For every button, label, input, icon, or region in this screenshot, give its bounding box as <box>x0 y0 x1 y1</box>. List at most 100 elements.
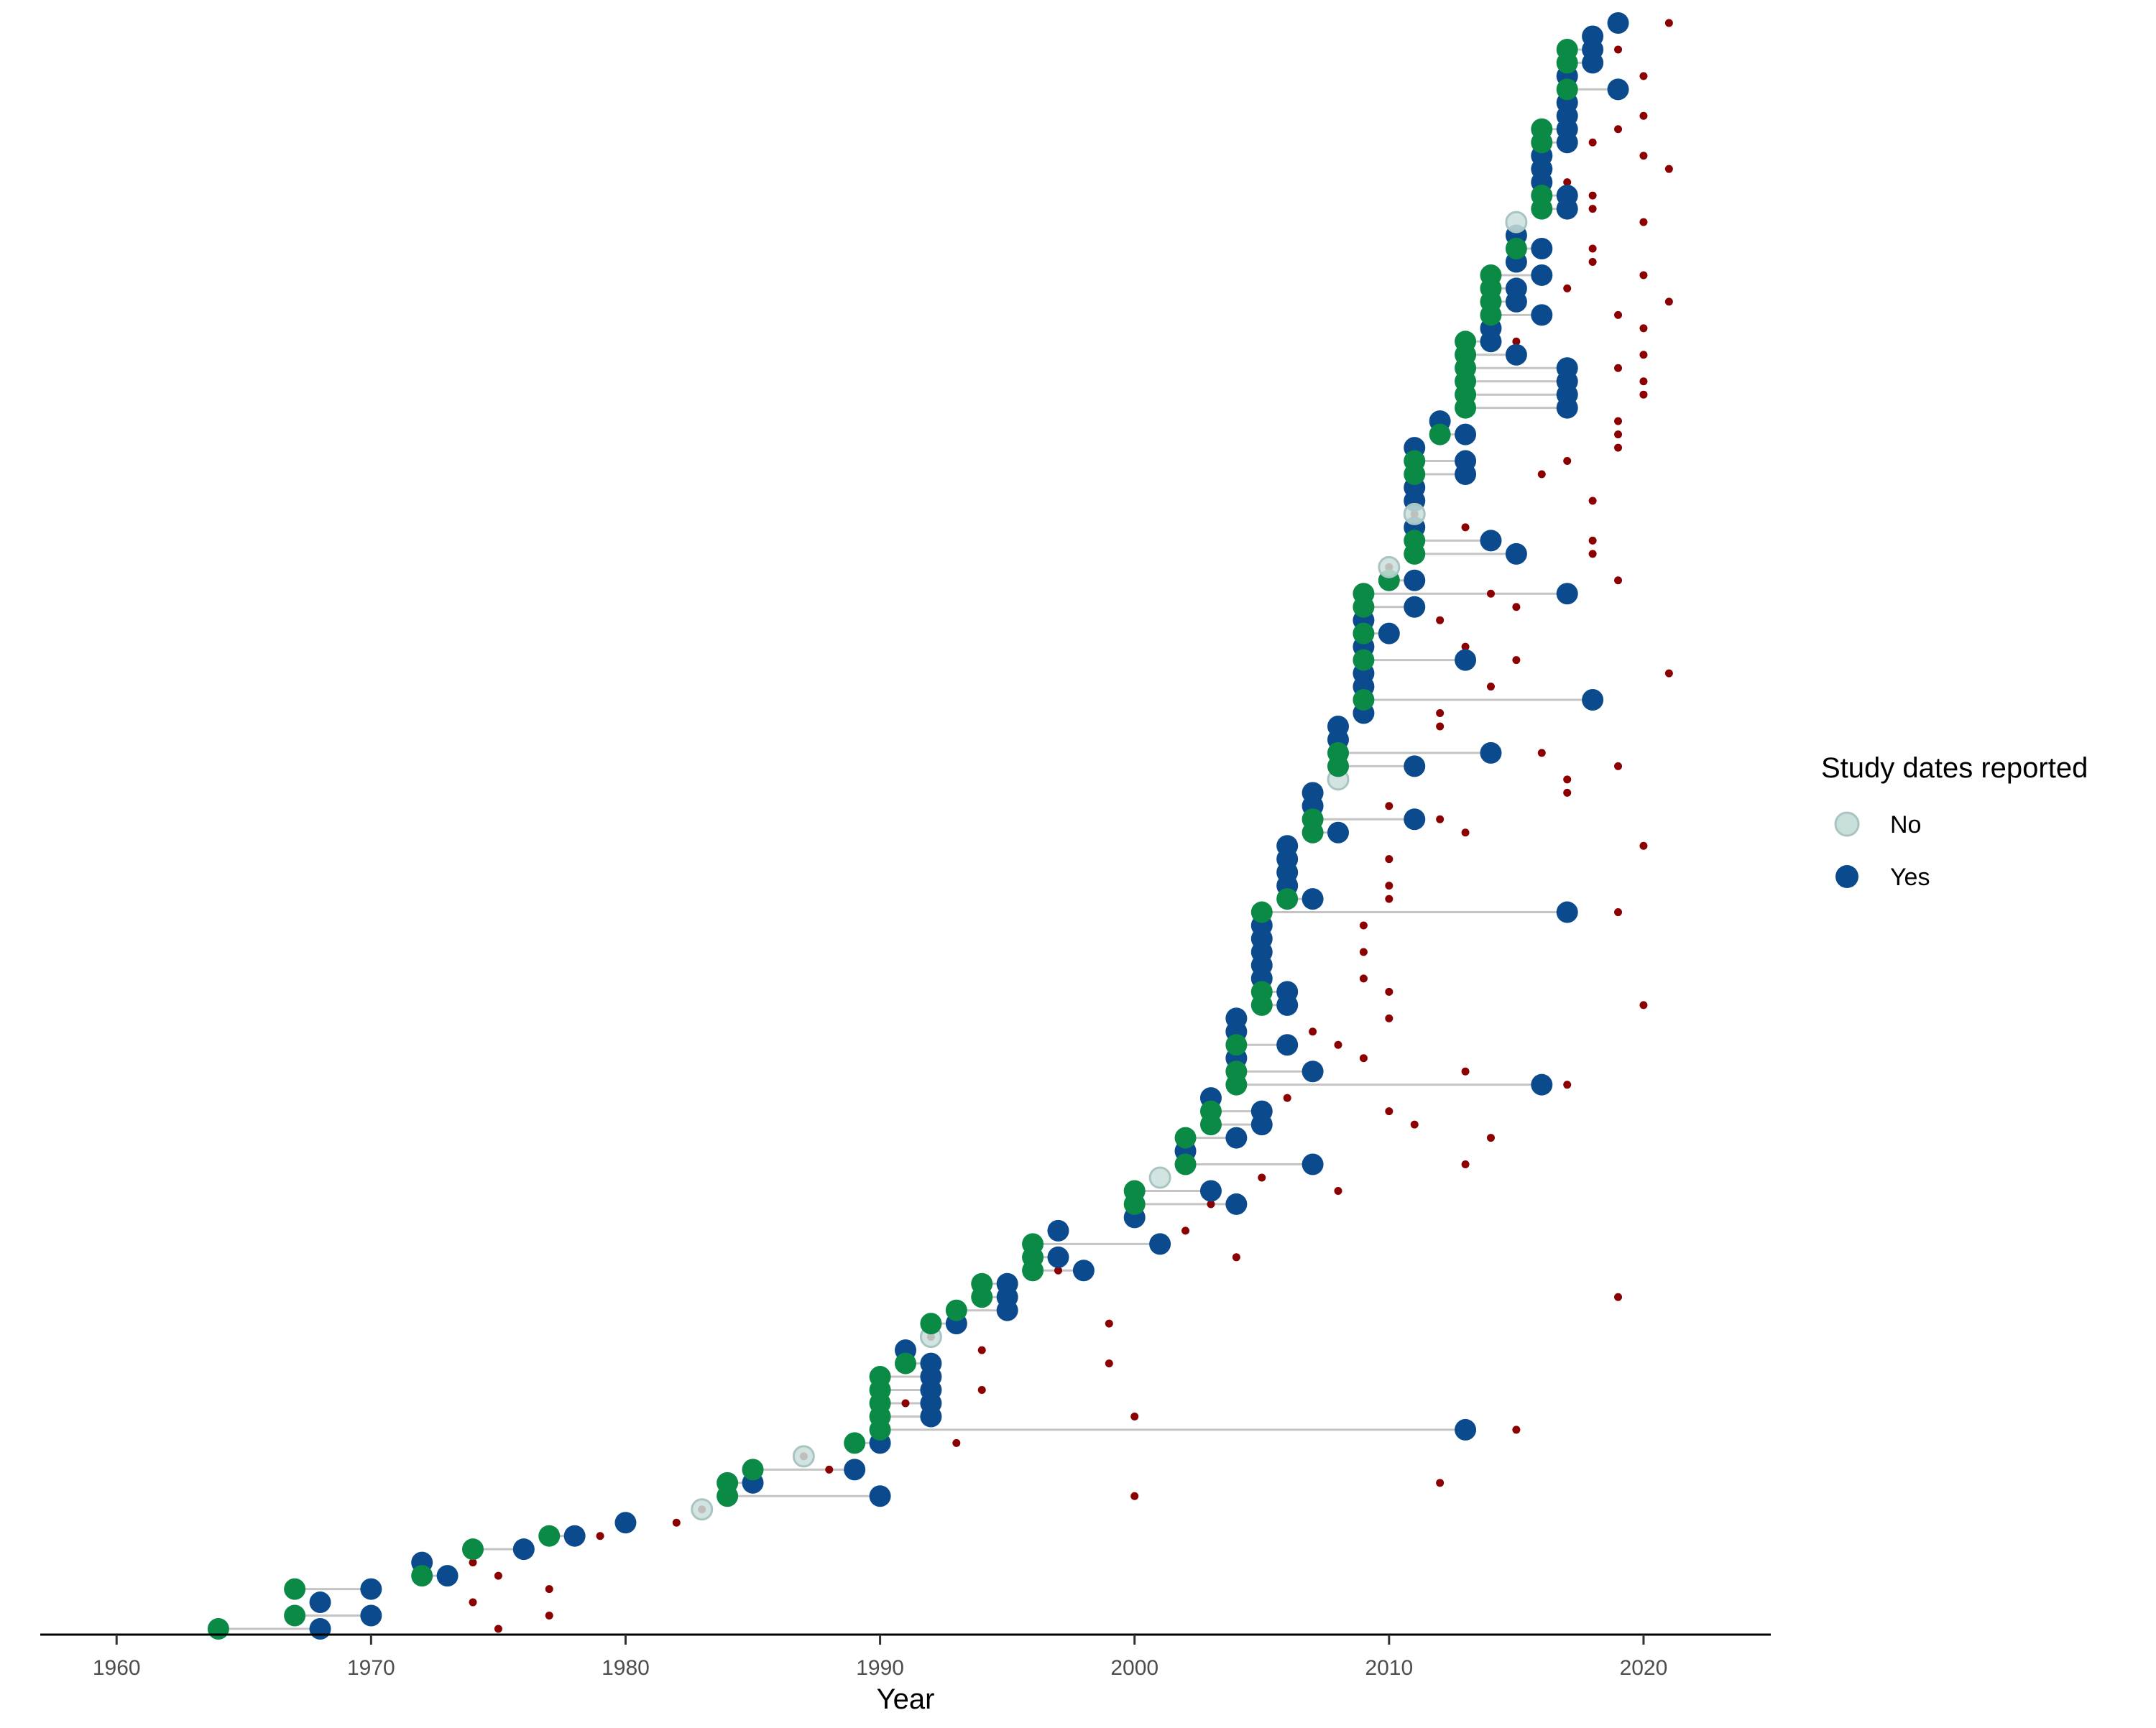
publication-marker <box>545 1612 553 1620</box>
study-start-point <box>1455 331 1477 353</box>
publication-marker <box>1664 669 1673 678</box>
publication-marker <box>1105 1319 1113 1328</box>
x-tick-label: 1970 <box>347 1656 395 1680</box>
publication-marker <box>596 1532 604 1540</box>
study-start-point <box>462 1538 484 1561</box>
publication-marker <box>1334 1186 1342 1195</box>
study-start-point <box>1276 888 1299 910</box>
publication-marker <box>1639 111 1648 120</box>
study-end-point <box>1302 888 1324 910</box>
publication-marker <box>1486 1134 1495 1142</box>
study-end-point <box>1607 78 1629 101</box>
study-start-point <box>1353 689 1375 711</box>
publication-marker <box>1461 1160 1470 1169</box>
x-tick-label: 2000 <box>1110 1656 1158 1680</box>
publication-marker <box>1486 683 1495 691</box>
x-tick-label: 1960 <box>93 1656 141 1680</box>
study-start-point <box>895 1352 916 1374</box>
publication-marker <box>1563 457 1572 466</box>
publication-marker <box>952 1438 961 1447</box>
study-end-point <box>1455 450 1477 472</box>
plot-area <box>207 12 1673 1640</box>
study-point-no <box>792 1445 815 1468</box>
study-end-point <box>1556 901 1578 923</box>
publication-marker <box>1563 178 1572 187</box>
publication-marker <box>1181 1226 1190 1235</box>
publication-marker <box>469 1598 477 1607</box>
publication-marker <box>1385 1107 1393 1116</box>
study-end-point <box>563 1525 586 1547</box>
publication-marker <box>1614 310 1623 319</box>
publication-marker <box>1588 244 1597 253</box>
study-end-point <box>360 1604 382 1627</box>
publication-marker <box>1588 191 1597 200</box>
study-start-point <box>1404 450 1426 472</box>
x-tick-label: 2010 <box>1365 1656 1413 1680</box>
publication-marker <box>1563 284 1572 292</box>
study-start-point <box>1531 185 1553 207</box>
x-tick-label: 2020 <box>1620 1656 1668 1680</box>
publication-marker <box>1461 1067 1470 1076</box>
study-start-point <box>844 1432 866 1454</box>
study-end-point <box>844 1459 866 1481</box>
publication-marker <box>494 1625 502 1633</box>
study-start-point <box>1505 238 1527 260</box>
publication-marker <box>977 1386 986 1395</box>
x-axis-title: Year <box>877 1683 935 1715</box>
publication-marker <box>1232 1253 1240 1262</box>
publication-marker <box>1614 45 1623 54</box>
study-end-point <box>1505 542 1527 565</box>
publication-marker <box>1614 576 1623 585</box>
x-tick-label: 1980 <box>602 1656 650 1680</box>
publication-marker <box>1664 19 1673 27</box>
study-start-point <box>1123 1180 1146 1202</box>
study-end-point <box>1556 583 1578 605</box>
study-start-point <box>1556 38 1578 60</box>
study-end-point <box>1327 821 1349 844</box>
publication-marker <box>1639 1001 1648 1009</box>
publication-marker <box>1385 987 1393 996</box>
publication-marker <box>1639 324 1648 333</box>
study-end-point <box>869 1485 891 1507</box>
publication-marker <box>1054 1266 1062 1275</box>
study-end-point <box>1505 277 1527 300</box>
publication-marker <box>1614 125 1623 134</box>
publication-marker <box>1639 351 1648 359</box>
study-end-point <box>1505 343 1527 366</box>
study-end-point <box>1582 25 1604 47</box>
study-start-point <box>1353 622 1375 644</box>
study-end-point <box>1404 808 1426 831</box>
study-start-point <box>1174 1153 1197 1175</box>
publication-marker <box>1614 430 1623 439</box>
study-end-point <box>436 1565 459 1587</box>
study-end-point <box>1225 1007 1248 1030</box>
publication-marker <box>1563 775 1572 784</box>
publication-marker <box>1436 708 1445 717</box>
study-end-point <box>1225 1127 1248 1149</box>
study-end-point <box>1276 1034 1299 1056</box>
publication-marker <box>1410 1120 1419 1129</box>
study-start-point <box>1225 1061 1248 1083</box>
study-end-point <box>1480 741 1502 764</box>
study-start-point <box>920 1313 942 1335</box>
publication-marker <box>1512 1426 1521 1434</box>
study-end-point <box>1149 1233 1171 1255</box>
legend-no-swatch <box>1834 811 1860 837</box>
study-end-point <box>1404 569 1426 591</box>
study-end-point <box>1072 1260 1095 1282</box>
study-end-point <box>1047 1246 1069 1268</box>
publication-marker <box>1436 815 1445 823</box>
publication-marker <box>1614 364 1623 372</box>
study-end-point <box>1276 835 1299 857</box>
end-markers <box>469 19 1673 1633</box>
study-end-point <box>360 1578 382 1600</box>
study-end-point <box>512 1538 535 1561</box>
end-points <box>309 12 1629 1640</box>
study-start-point <box>1353 583 1375 605</box>
legend-yes-label: Yes <box>1890 864 1930 891</box>
publication-marker <box>1385 802 1393 810</box>
publication-marker <box>1639 377 1648 386</box>
study-start-point <box>1022 1233 1044 1255</box>
